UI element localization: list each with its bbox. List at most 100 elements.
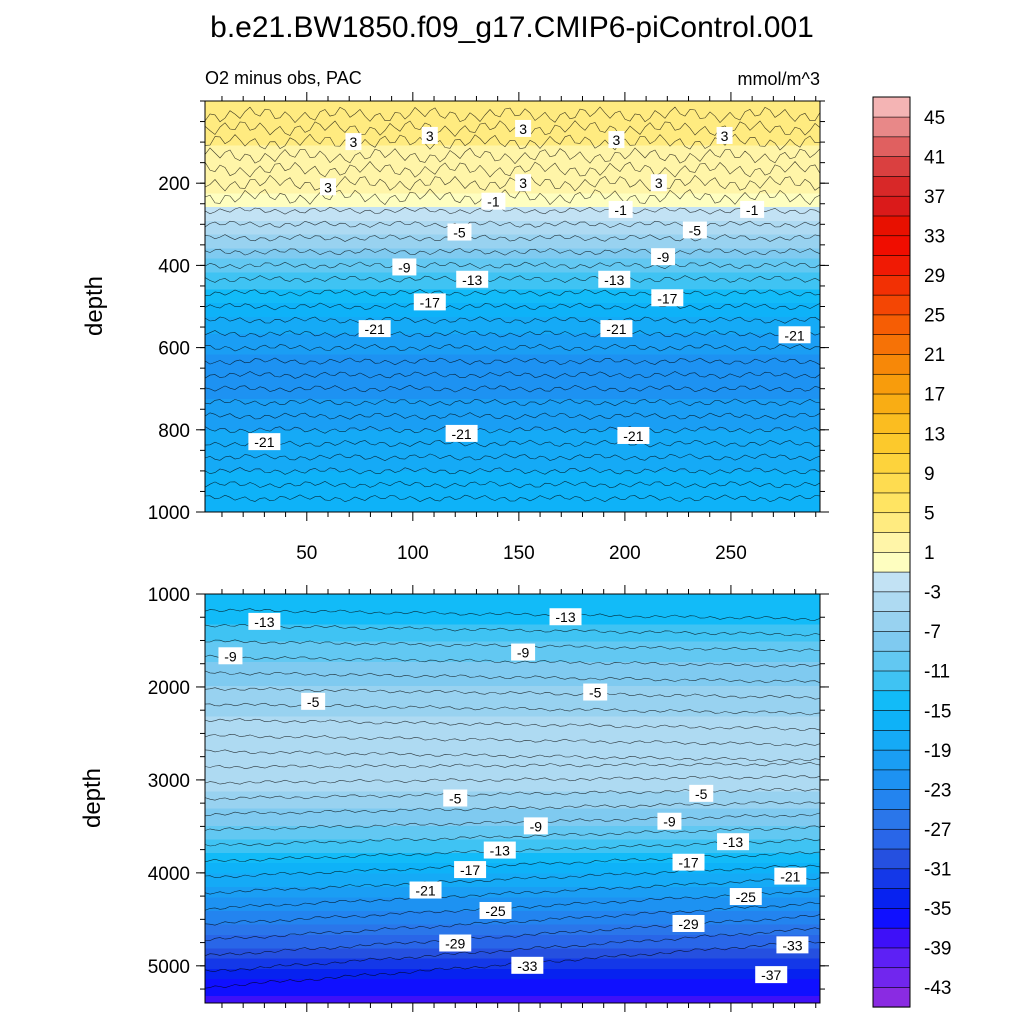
contour-line [204,234,821,242]
svg-text:3: 3 [655,175,663,191]
contour-line [204,800,821,817]
svg-text:-1: -1 [487,194,500,210]
colorbar-label: -11 [924,662,950,683]
colorbar-label: 37 [924,187,945,208]
contour-line [204,864,821,895]
contour-line [204,453,821,462]
contour-label: -17 [454,861,487,879]
contour-line [204,275,821,283]
colorbar-swatch [872,393,911,415]
lower-plot-frame [204,593,821,1004]
contour-label: -1 [608,200,633,218]
svg-text:-17: -17 [420,294,440,310]
svg-text:-5: -5 [307,694,320,710]
contour-label: -13 [456,270,489,288]
colorbar-swatch [872,828,911,850]
contour-line [204,147,821,165]
colorbar-swatch [872,472,911,494]
colorbar-label: 1 [924,543,935,564]
contour-label: -1 [481,192,506,210]
contour-label: -37 [755,966,788,984]
colorbar-label: 17 [924,385,945,406]
svg-text:-9: -9 [224,648,237,664]
svg-text:-9: -9 [530,818,543,834]
contour-line [204,889,821,926]
colorbar-swatch [872,848,911,870]
contour-label: -25 [729,888,762,906]
contour-line [204,371,821,379]
contour-line [204,788,821,801]
svg-text:3: 3 [426,128,434,144]
colorbar-swatch [872,611,911,632]
colorbar-swatch [872,986,911,1008]
contour-label: -5 [301,692,326,710]
contour-label: -9 [218,647,243,665]
svg-text:-21: -21 [254,434,274,450]
svg-text:600: 600 [158,339,190,360]
colorbar-label: -23 [924,780,951,801]
contour-line [204,654,821,668]
contour-label: 3 [608,131,625,149]
svg-text:-21: -21 [606,321,626,337]
lower-contour-labels: -13 -9 -5 -13 -9 -5 -5 -9 -13 -17 -21 -25 -29 -33 -5 -9… [218,608,809,984]
colorbar-swatch [872,254,911,276]
contour-line [204,774,821,785]
contour-label: -21 [248,433,281,451]
colorbar-swatch [872,690,911,711]
svg-text:-25: -25 [736,889,756,905]
svg-text:-9: -9 [663,814,676,830]
contour-label: -13 [549,608,582,626]
svg-text:-5: -5 [695,786,708,802]
svg-text:4000: 4000 [148,864,190,885]
contour-label: -33 [511,956,544,974]
contour-line [204,288,821,297]
colorbar-swatch [872,195,911,217]
colorbar-swatch [872,789,911,810]
contour-label: -29 [439,934,472,952]
chart-title: b.e21.BW1850.f09_g17.CMIP6-piControl.001 [210,11,814,44]
contour-line [204,733,821,747]
svg-text:-13: -13 [490,843,510,859]
contour-line [204,914,821,957]
contour-label: 3 [421,126,438,144]
contour-line [204,302,821,311]
colorbar-swatch [872,116,911,138]
svg-text:-29: -29 [445,936,465,952]
contour-label: -9 [511,643,536,661]
svg-text:-21: -21 [365,321,385,337]
contour-label: -9 [523,817,548,835]
contour-line [204,174,821,192]
contour-label: -17 [651,289,684,307]
contour-line [204,687,821,700]
contour-label: -13 [248,612,281,630]
colorbar-swatch [872,571,911,593]
contour-line [204,877,821,911]
contour-label: -5 [689,784,714,802]
colorbar-label: 25 [924,306,945,327]
svg-text:-9: -9 [657,249,670,265]
contour-line [204,608,821,621]
contour-label: 3 [515,119,532,137]
svg-text:200: 200 [158,174,190,195]
colorbar-swatch [872,314,911,335]
colorbar-label: 13 [924,424,945,445]
svg-text:3: 3 [350,134,358,150]
colorbar-label: 45 [924,108,945,129]
upper-panel: 3 3 3 3 3 3 3 3 -1 -1 -1 -5 -5 -9 -9 -13 -13 -17 -17 -21 -21… [81,92,829,564]
svg-text:-17: -17 [657,290,677,306]
svg-text:3: 3 [613,132,621,148]
contour-label: 3 [320,178,336,196]
contour-line [204,670,821,684]
svg-text:-21: -21 [784,327,804,343]
lower-y-axis: 1000 2000 3000 4000 5000 [148,585,829,990]
contour-label: -21 [409,881,442,899]
contour-line [204,761,821,770]
x-tick-label: 150 [503,543,535,564]
contour-label: -21 [778,326,811,344]
colorbar-label: 33 [924,226,945,247]
svg-text:2000: 2000 [148,678,190,699]
colorbar-swatch [872,512,911,533]
colorbar-swatch [872,492,911,514]
contour-line [204,330,821,338]
